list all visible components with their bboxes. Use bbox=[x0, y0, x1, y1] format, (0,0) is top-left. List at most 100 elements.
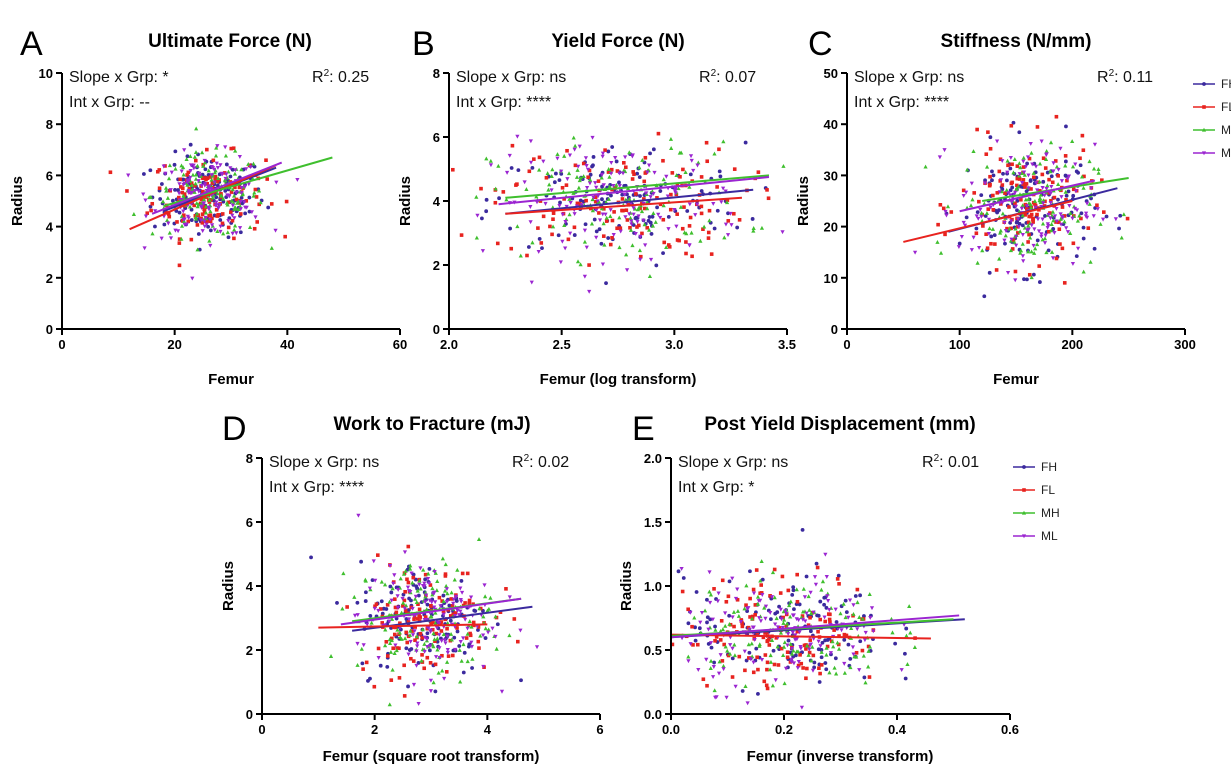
data-point-fl bbox=[748, 615, 752, 619]
data-point-fl bbox=[842, 632, 847, 637]
data-point-ml bbox=[794, 617, 799, 622]
data-point-mh bbox=[341, 571, 346, 576]
data-point-mh bbox=[1063, 163, 1068, 168]
data-point-ml bbox=[793, 637, 798, 642]
data-point-ml bbox=[433, 655, 439, 660]
data-point-mh bbox=[1049, 213, 1055, 218]
data-point-fl bbox=[229, 210, 233, 215]
data-point-ml bbox=[528, 160, 534, 165]
data-point-mh bbox=[661, 177, 666, 182]
regression-line-fl bbox=[903, 200, 1073, 243]
data-point-mh bbox=[788, 614, 793, 619]
data-point-fh bbox=[159, 182, 164, 186]
data-point-ml bbox=[408, 639, 413, 644]
data-point-fh bbox=[1008, 166, 1013, 171]
data-point-fl bbox=[416, 602, 420, 606]
data-point-ml bbox=[869, 606, 875, 611]
data-point-mh bbox=[223, 153, 229, 158]
data-point-ml bbox=[594, 235, 599, 240]
data-point-mh bbox=[195, 247, 200, 252]
x-tick-label: 2.0 bbox=[440, 337, 458, 352]
data-point-ml bbox=[735, 587, 740, 592]
data-point-mh bbox=[215, 229, 220, 233]
data-point-fl bbox=[740, 621, 744, 625]
data-point-ml bbox=[453, 613, 458, 618]
data-point-mh bbox=[630, 243, 635, 248]
data-point-mh bbox=[679, 150, 684, 155]
data-point-fl bbox=[779, 646, 784, 651]
data-point-fh bbox=[309, 555, 313, 560]
data-point-ml bbox=[191, 166, 196, 171]
data-point-fl bbox=[737, 654, 742, 659]
data-point-ml bbox=[212, 228, 217, 233]
data-point-fh bbox=[773, 611, 778, 616]
data-point-ml bbox=[629, 219, 634, 224]
data-point-fl bbox=[384, 639, 389, 644]
data-point-ml bbox=[428, 689, 434, 694]
data-point-ml bbox=[428, 678, 434, 683]
y-tick-label: 4 bbox=[433, 194, 441, 209]
data-point-fh bbox=[441, 593, 446, 598]
data-point-ml bbox=[567, 153, 573, 158]
data-point-mh bbox=[997, 256, 1002, 261]
data-point-fh bbox=[266, 205, 271, 210]
data-point-ml bbox=[582, 274, 587, 279]
data-point-ml bbox=[664, 174, 669, 179]
data-point-fl bbox=[751, 587, 756, 592]
data-point-mh bbox=[614, 182, 619, 187]
data-point-fl bbox=[463, 601, 467, 605]
data-point-fl bbox=[541, 214, 546, 219]
data-point-mh bbox=[604, 199, 609, 204]
data-point-mh bbox=[1008, 248, 1014, 253]
data-point-fl bbox=[705, 159, 710, 164]
data-point-fl bbox=[762, 679, 767, 684]
data-point-ml bbox=[711, 665, 716, 669]
data-point-fl bbox=[720, 578, 725, 583]
data-point-fl bbox=[213, 176, 217, 181]
data-point-ml bbox=[810, 668, 816, 673]
data-point-ml bbox=[238, 199, 243, 204]
data-point-fl bbox=[195, 223, 200, 227]
data-point-mh bbox=[1032, 199, 1038, 203]
data-point-mh bbox=[458, 679, 463, 684]
data-point-ml bbox=[153, 209, 158, 214]
data-point-mh bbox=[562, 153, 567, 158]
data-point-ml bbox=[442, 638, 447, 643]
data-point-ml bbox=[961, 220, 966, 225]
data-point-fh bbox=[983, 178, 987, 183]
data-point-fh bbox=[814, 561, 819, 566]
data-point-fh bbox=[712, 226, 717, 231]
data-point-mh bbox=[794, 587, 799, 592]
data-point-ml bbox=[584, 164, 589, 168]
data-point-ml bbox=[191, 163, 196, 168]
data-point-fl bbox=[642, 206, 647, 211]
data-point-mh bbox=[984, 164, 990, 169]
data-point-fh bbox=[173, 149, 178, 154]
data-point-ml bbox=[791, 613, 796, 618]
data-point-fh bbox=[1024, 189, 1029, 194]
data-point-ml bbox=[405, 585, 411, 590]
data-point-fh bbox=[822, 602, 827, 607]
data-point-fl bbox=[586, 175, 590, 180]
data-point-fl bbox=[411, 659, 416, 663]
data-point-ml bbox=[943, 209, 948, 214]
data-point-fl bbox=[991, 193, 995, 198]
data-point-fl bbox=[606, 170, 611, 174]
data-point-mh bbox=[708, 666, 713, 671]
data-point-fl bbox=[674, 192, 679, 197]
data-point-mh bbox=[401, 600, 406, 605]
data-point-fl bbox=[179, 185, 183, 189]
data-point-ml bbox=[409, 571, 414, 576]
data-point-fh bbox=[1092, 246, 1097, 251]
annotation-slope: Slope x Grp: * bbox=[69, 69, 169, 86]
data-point-mh bbox=[782, 681, 787, 686]
data-point-ml bbox=[594, 185, 599, 190]
data-point-ml bbox=[417, 582, 422, 587]
data-point-fl bbox=[1019, 197, 1023, 202]
data-point-fh bbox=[578, 198, 583, 203]
data-point-mh bbox=[230, 187, 235, 192]
data-point-mh bbox=[836, 646, 842, 651]
data-point-fl bbox=[220, 212, 225, 216]
data-point-mh bbox=[723, 623, 728, 628]
data-point-mh bbox=[193, 172, 199, 177]
